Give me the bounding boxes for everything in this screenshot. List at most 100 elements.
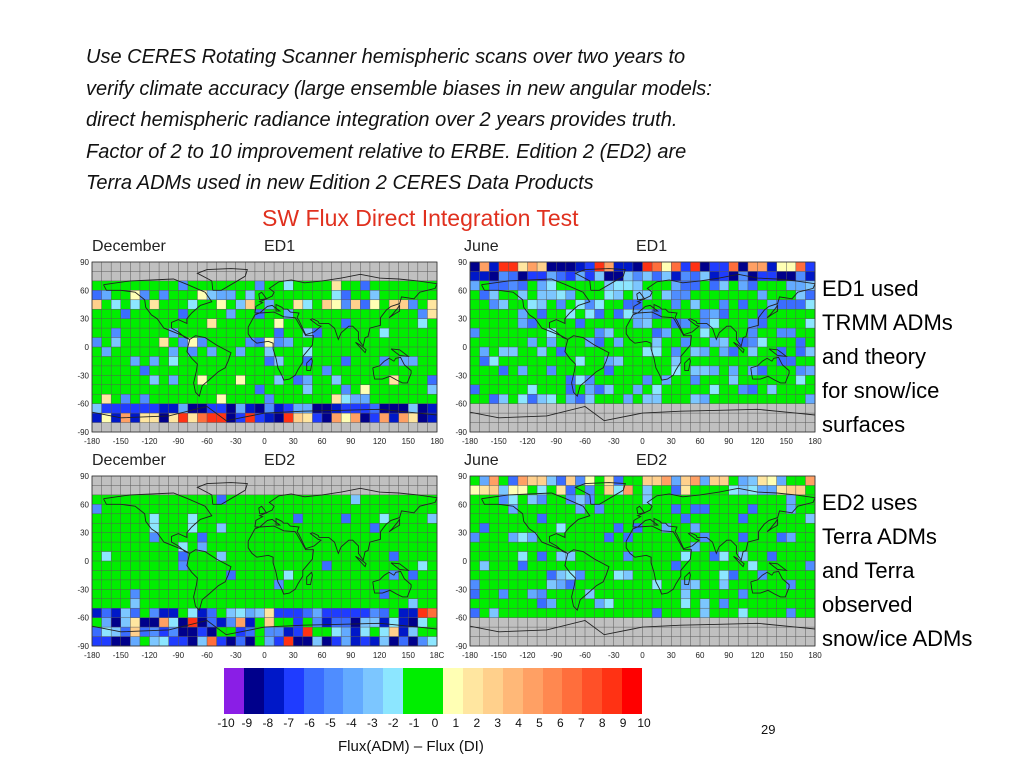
map-cell bbox=[341, 542, 352, 552]
map-cell bbox=[178, 570, 189, 581]
map-cell bbox=[517, 413, 528, 423]
map-cell bbox=[264, 532, 275, 543]
map-cell bbox=[322, 494, 332, 505]
lat-tick-label: -90 bbox=[77, 642, 89, 651]
map-cell bbox=[661, 328, 672, 338]
map-cell bbox=[312, 347, 323, 357]
map-cell bbox=[274, 318, 284, 329]
map-cell bbox=[312, 318, 323, 329]
map-cell bbox=[389, 413, 399, 423]
map-cell bbox=[178, 413, 189, 423]
map-cell bbox=[331, 365, 342, 376]
lat-tick-label: 60 bbox=[80, 286, 89, 295]
map-cell bbox=[680, 290, 691, 301]
map-cell bbox=[207, 617, 217, 628]
map-cell bbox=[776, 617, 787, 628]
map-cell bbox=[235, 636, 246, 647]
map-cell bbox=[302, 384, 313, 395]
map-cell bbox=[226, 542, 237, 552]
map-cell bbox=[709, 579, 720, 590]
lon-tick-label: -60 bbox=[201, 437, 213, 446]
map-cell bbox=[498, 485, 509, 496]
map-cell bbox=[719, 337, 730, 348]
map-cell bbox=[786, 476, 797, 486]
map-cell bbox=[709, 551, 720, 562]
map-cell bbox=[417, 375, 428, 386]
map-cell bbox=[594, 523, 605, 533]
map-cell bbox=[642, 551, 653, 562]
map-cell bbox=[517, 347, 528, 357]
map-cell bbox=[408, 542, 419, 552]
map-cell bbox=[408, 523, 419, 533]
map-cell bbox=[417, 347, 428, 357]
map-cell bbox=[92, 579, 102, 590]
map-cell bbox=[805, 280, 816, 291]
map-cell bbox=[479, 365, 490, 376]
map-cell bbox=[417, 328, 428, 338]
map-cell bbox=[632, 290, 643, 301]
map-cell bbox=[245, 561, 256, 571]
map-cell bbox=[776, 356, 787, 367]
map-cell bbox=[197, 551, 208, 562]
map-cell bbox=[149, 271, 160, 282]
map-cell bbox=[92, 299, 102, 310]
map-cell bbox=[235, 561, 246, 571]
map-cell bbox=[331, 608, 342, 618]
map-cell bbox=[408, 271, 419, 282]
map-cell bbox=[661, 365, 672, 376]
map-cell bbox=[757, 485, 768, 496]
map-cell bbox=[417, 309, 428, 319]
map-cell bbox=[139, 318, 150, 329]
map-cell bbox=[623, 504, 634, 515]
map-cell bbox=[508, 617, 519, 628]
map-cell bbox=[728, 365, 739, 376]
map-cell bbox=[216, 394, 227, 404]
map-cell bbox=[302, 617, 313, 628]
map-cell bbox=[805, 617, 816, 628]
map-cell bbox=[350, 403, 361, 414]
map-cell bbox=[575, 532, 586, 543]
map-cell bbox=[168, 309, 179, 319]
map-cell bbox=[489, 570, 500, 581]
map-cell bbox=[479, 290, 490, 301]
map-cell bbox=[604, 290, 615, 301]
map-cell bbox=[274, 608, 284, 618]
map-cell bbox=[805, 290, 816, 301]
map-cell bbox=[331, 384, 342, 395]
map-cell bbox=[661, 579, 672, 590]
map-cell bbox=[168, 589, 179, 600]
map-cell bbox=[331, 598, 342, 609]
map-cell bbox=[738, 532, 749, 543]
map-cell bbox=[537, 422, 547, 433]
map-cell bbox=[159, 485, 169, 496]
map-cell bbox=[556, 262, 567, 272]
map-cell bbox=[120, 494, 131, 505]
map-cell bbox=[565, 608, 576, 618]
map-cell bbox=[302, 636, 313, 647]
map-cell bbox=[322, 290, 332, 301]
map-cell bbox=[508, 290, 519, 301]
lon-tick-label: 120 bbox=[751, 437, 765, 446]
map-cell bbox=[322, 579, 332, 590]
map-cell bbox=[757, 375, 768, 386]
map-cell bbox=[470, 476, 480, 486]
map-cell bbox=[417, 608, 428, 618]
map-cell bbox=[786, 504, 797, 515]
map-cell bbox=[604, 598, 615, 609]
map-cell bbox=[283, 589, 294, 600]
map-cell bbox=[302, 422, 313, 433]
map-cell bbox=[680, 384, 691, 395]
map-cell bbox=[226, 318, 237, 329]
map-cell bbox=[489, 384, 500, 395]
map-cell bbox=[302, 328, 313, 338]
map-cell bbox=[360, 413, 371, 423]
map-cell bbox=[613, 494, 624, 505]
map-cell bbox=[187, 636, 198, 647]
map-cell bbox=[642, 413, 653, 423]
map-cell bbox=[254, 561, 265, 571]
map-cell bbox=[556, 551, 567, 562]
map-cell bbox=[517, 365, 528, 376]
map-cell bbox=[207, 532, 217, 543]
map-cell bbox=[159, 394, 169, 404]
map-cell bbox=[728, 403, 739, 414]
